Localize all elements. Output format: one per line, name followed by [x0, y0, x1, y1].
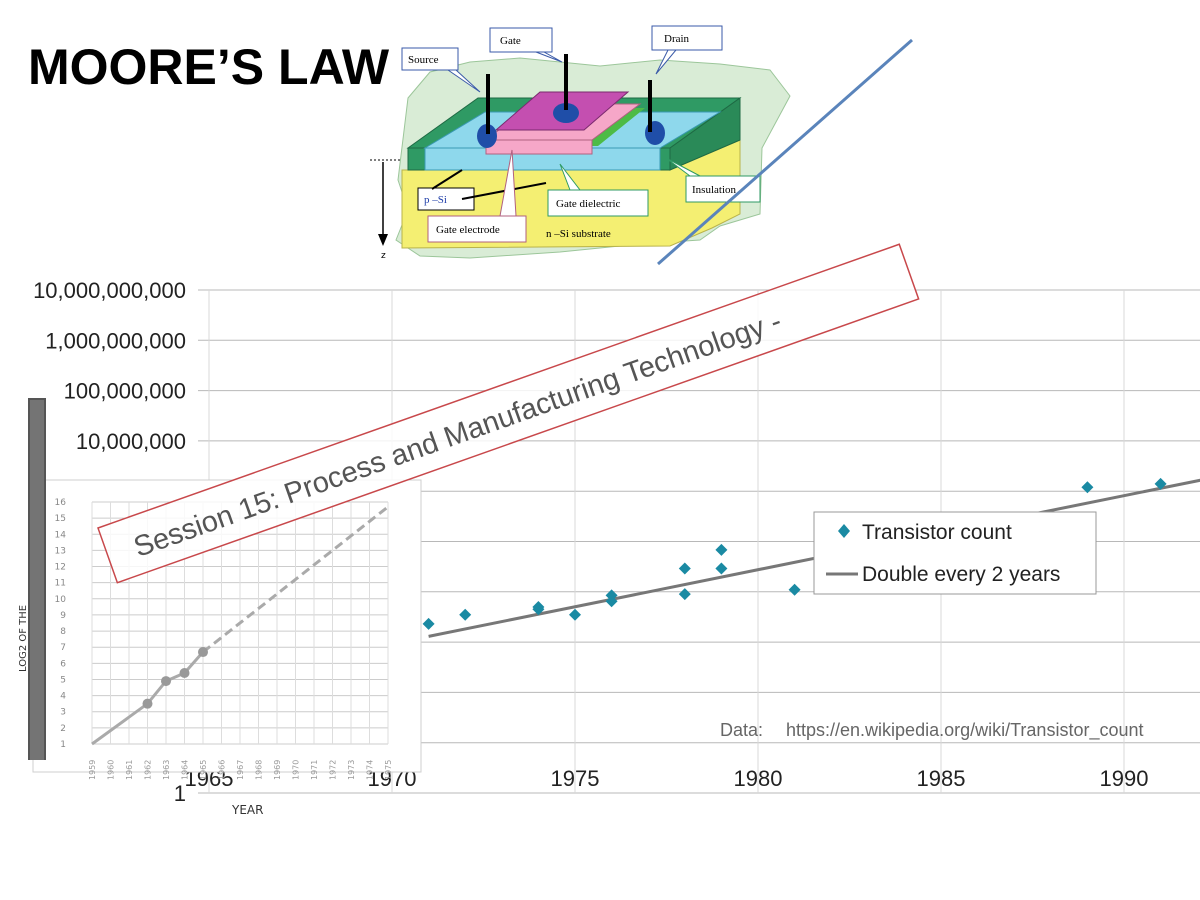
callout-source: Source	[401, 47, 481, 93]
callout-gate: Gate	[489, 27, 563, 63]
inset-x-tick-label: 1961	[125, 760, 134, 780]
inset-y-tick-label: 5	[60, 675, 66, 685]
inset-y-tick-label: 4	[60, 692, 66, 702]
data-point-transistor-count	[715, 562, 728, 575]
svg-text:Gate: Gate	[500, 35, 521, 47]
inset-y-tick-label: 12	[55, 563, 66, 573]
inset-data-point	[142, 698, 153, 709]
callout-drain: Drain	[651, 25, 723, 75]
inset-x-tick-label: 1967	[236, 760, 245, 780]
data-point-transistor-count	[1154, 477, 1167, 490]
inset-x-tick-label: 1965	[199, 760, 208, 780]
inset-x-tick-label: 1969	[273, 760, 282, 780]
data-point-transistor-count	[788, 583, 801, 596]
slide-title: MOORE’S LAW	[28, 39, 390, 95]
trend-line-double-every-2-years	[428, 478, 1200, 638]
inset-x-axis-label: YEAR	[231, 803, 263, 817]
svg-text:Drain: Drain	[664, 33, 690, 45]
inset-series	[91, 505, 389, 746]
x-tick-label: 1985	[917, 766, 966, 791]
inset-x-tick-label: 1974	[366, 760, 375, 780]
svg-text:Insulation: Insulation	[692, 184, 736, 196]
inset-y-tick-label: 9	[60, 611, 66, 621]
callout-gate-dielectric: Gate dielectric	[547, 163, 649, 217]
data-point-transistor-count	[715, 543, 728, 556]
svg-text:Source: Source	[408, 54, 439, 66]
inset-x-tick-label: 1959	[88, 760, 97, 780]
y-tick-label: 100,000,000	[64, 379, 186, 404]
trend-line-group	[428, 478, 1200, 638]
inset-y-tick-label: 7	[60, 643, 66, 653]
session-banner: Session 15: Process and Manufacturing Te…	[97, 243, 920, 584]
inset-x-tick-label: 1973	[347, 760, 356, 780]
legend-label-double: Double every 2 years	[862, 563, 1060, 586]
inset-x-tick-label: 1970	[292, 760, 301, 780]
gate-contact	[553, 103, 579, 123]
inset-y-axis-label: LOG2 OF THE	[18, 605, 29, 672]
chart-legend: Transistor count Double every 2 years	[813, 511, 1097, 595]
inset-extrapolation-line	[202, 505, 389, 654]
legend-label-transistor: Transistor count	[862, 521, 1012, 544]
banner-text: Session 15: Process and Manufacturing Te…	[130, 305, 786, 564]
data-point-transistor-count	[678, 588, 691, 601]
callout-insulation: Insulation	[665, 157, 761, 203]
inset-x-tick-label: 1960	[107, 760, 116, 780]
inset-x-tick-label: 1968	[255, 760, 264, 780]
inset-x-tick-label: 1963	[162, 760, 171, 780]
y-tick-label: 1	[174, 781, 186, 806]
data-point-transistor-count	[1081, 481, 1094, 494]
source-contact	[477, 124, 497, 148]
x-tick-label: 1990	[1100, 766, 1149, 791]
inset-y-tick-label: 3	[60, 708, 66, 718]
inset-x-tick-label: 1964	[181, 760, 190, 780]
data-point-transistor-count	[569, 608, 581, 621]
callout-p-si: p –Si	[417, 169, 547, 211]
banner-box	[97, 243, 920, 584]
source-note-label: Data:	[720, 720, 763, 740]
inset-data-point	[179, 668, 190, 679]
inset-y-tick-label: 8	[60, 627, 66, 637]
y-tick-label: 1,000,000,000	[45, 328, 186, 353]
inset-y-tick-label: 11	[55, 579, 66, 589]
svg-text:p –Si: p –Si	[424, 194, 447, 206]
inset-x-ticks: 1959 1960 1961 1962 1963 1964 1965 1966 1967 1968…	[88, 760, 393, 780]
mosfet-diagram: z Gate Source Drain Insulation p –Si	[370, 25, 791, 261]
inset-x-tick-label: 1971	[310, 760, 319, 780]
callout-gate-electrode: Gate electrode	[427, 149, 527, 243]
source-note-url: https://en.wikipedia.org/wiki/Transistor…	[786, 720, 1144, 741]
inset-y-tick-label: 6	[60, 659, 66, 669]
substrate-label: n –Si substrate	[546, 228, 611, 240]
data-point-transistor-count	[422, 617, 435, 630]
y-tick-label: 10,000,000,000	[33, 278, 186, 303]
diagonal-blue-line	[657, 38, 913, 266]
data-point-transistor-count	[678, 562, 691, 575]
legend-box	[813, 511, 1097, 595]
inset-y-tick-label: 13	[55, 546, 66, 556]
inset-y-tick-label: 1	[60, 740, 66, 750]
inset-y-tick-label: 15	[55, 514, 66, 524]
x-tick-label: 1980	[734, 766, 783, 791]
y-tick-label: 10,000,000	[76, 429, 186, 454]
inset-data-point	[198, 647, 208, 658]
legend-marker-transistor	[838, 524, 850, 538]
inset-y-tick-label: 2	[60, 724, 66, 734]
inset-x-tick-label: 1972	[329, 760, 338, 780]
inset-y-tick-label: 16	[55, 498, 67, 508]
data-point-transistor-count	[532, 600, 545, 613]
data-point-transistor-count	[605, 589, 618, 602]
inset-y-tick-label: 14	[55, 530, 67, 540]
z-axis-label: z	[381, 251, 386, 261]
inset-x-tick-label: 1975	[384, 760, 393, 780]
data-point-transistor-count	[459, 608, 472, 621]
inset-x-tick-label: 1966	[218, 760, 227, 780]
inset-x-tick-label: 1962	[144, 760, 153, 780]
z-axis-arrowhead	[378, 234, 388, 246]
svg-text:Gate dielectric: Gate dielectric	[556, 198, 621, 210]
inset-data-point	[161, 676, 171, 687]
svg-text:Gate electrode: Gate electrode	[436, 224, 500, 236]
inset-y-tick-label: 10	[55, 595, 67, 605]
x-tick-label: 1975	[551, 766, 600, 791]
